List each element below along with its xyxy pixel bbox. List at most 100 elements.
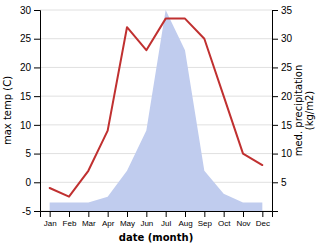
y2-axis-title: med. precipitation(kg/m2) [293, 65, 315, 157]
tick: 25 [20, 33, 40, 44]
tick-mark [272, 125, 278, 126]
tick-label: Oct [218, 219, 231, 228]
tick: 20 [20, 62, 40, 73]
y2-axis: 5 10 15 20 25 30 35 [272, 5, 293, 212]
tick-label: Sep [198, 219, 213, 228]
tick-label: 15 [281, 120, 293, 131]
tick: Apr [102, 211, 115, 228]
marks [50, 10, 263, 211]
tick-label: Feb [63, 219, 77, 228]
tick-label: 30 [281, 33, 293, 44]
tick: Jun [140, 211, 153, 228]
tick: 30 [20, 5, 40, 16]
tick-mark [69, 211, 70, 217]
tick: 30 [272, 33, 293, 44]
tick-label: May [120, 219, 135, 228]
tick-label: -5 [22, 206, 31, 217]
y2-axis-title-line: (kg/m2) [304, 91, 315, 131]
tick-label: 10 [20, 120, 32, 131]
tick-mark [166, 211, 167, 217]
y-axis-title: max temp (C) [2, 76, 13, 145]
tick-label: Mar [82, 219, 96, 228]
tick: Sep [198, 211, 213, 228]
tick-mark [34, 96, 40, 97]
y2-axis-title-line: med. precipitation [293, 65, 304, 157]
tick-mark [272, 182, 278, 183]
tick: Nov [236, 211, 250, 228]
tick-label: 30 [20, 5, 32, 16]
tick-mark [108, 211, 109, 217]
tick-mark [204, 211, 205, 217]
tick-label: 20 [281, 91, 293, 102]
tick: 20 [272, 91, 293, 102]
x-axis: Jan Feb Mar Apr May Jun Jul Aug Sep Oct Nov Dec [41, 211, 273, 228]
tick: 10 [272, 148, 293, 159]
tick-mark [34, 39, 40, 40]
tick-mark [34, 154, 40, 155]
tick: -5 [22, 206, 40, 217]
tick-mark [34, 211, 40, 212]
tick-label: 25 [281, 62, 293, 73]
area [50, 10, 263, 211]
tick-label: 20 [20, 62, 32, 73]
tick-mark [272, 67, 278, 68]
tick-label: 25 [20, 33, 32, 44]
tick: Jul [161, 211, 171, 228]
tick-label: 35 [281, 5, 293, 16]
tick: May [120, 211, 135, 228]
plot: Jan Feb Mar Apr May Jun Jul Aug Sep Oct Nov Dec -5 0 5… [2, 5, 315, 243]
tick-mark [34, 125, 40, 126]
grid [40, 10, 272, 211]
tick-mark [272, 10, 278, 11]
tick: Oct [218, 211, 231, 228]
tick-label: Jul [161, 219, 171, 228]
tick-mark [272, 96, 278, 97]
tick-label: Aug [178, 219, 192, 228]
tick: Aug [178, 211, 192, 228]
tick: 15 [20, 91, 40, 102]
tick-label: 0 [25, 177, 31, 188]
x-axis-title: date (month) [119, 232, 193, 243]
axis-line [273, 11, 279, 212]
tick: Dec [256, 211, 270, 228]
tick-mark [224, 211, 225, 217]
tick-mark [146, 211, 147, 217]
tick-mark [34, 182, 40, 183]
tick: 15 [272, 120, 293, 131]
tick: Jan [44, 211, 57, 228]
tick: 10 [20, 120, 40, 131]
grid-line [40, 38, 272, 39]
tick: 5 [25, 148, 40, 159]
line [50, 19, 263, 197]
tick-label: Nov [236, 219, 250, 228]
tick: 25 [272, 62, 293, 73]
tick-mark [185, 211, 186, 217]
tick-label: 10 [281, 148, 293, 159]
tick-label: 5 [281, 177, 287, 188]
tick-label: Jun [140, 219, 153, 228]
tick: Feb [63, 211, 77, 228]
tick-mark [50, 211, 51, 217]
tick-label: Dec [256, 219, 270, 228]
tick: 0 [25, 177, 40, 188]
tick-mark [272, 39, 278, 40]
chart: Jan Feb Mar Apr May Jun Jul Aug Sep Oct Nov Dec -5 0 5… [0, 0, 320, 247]
grid-line [40, 10, 272, 11]
tick: 5 [272, 177, 287, 188]
tick-label: 15 [20, 91, 32, 102]
axis-line [41, 212, 273, 218]
tick: 35 [272, 5, 293, 16]
grid-line [40, 67, 272, 68]
tick-mark [272, 154, 278, 155]
tick-label: Jan [44, 219, 57, 228]
tick-mark [262, 211, 263, 217]
axis-line [34, 11, 41, 212]
tick: Mar [82, 211, 96, 228]
tick-mark [34, 67, 40, 68]
y-axis: -5 0 5 10 15 20 25 30 [20, 5, 41, 217]
tick-label: 5 [25, 148, 31, 159]
tick-mark [127, 211, 128, 217]
tick-mark [34, 10, 40, 11]
tick-mark [88, 211, 89, 217]
tick-label: Apr [102, 219, 115, 228]
